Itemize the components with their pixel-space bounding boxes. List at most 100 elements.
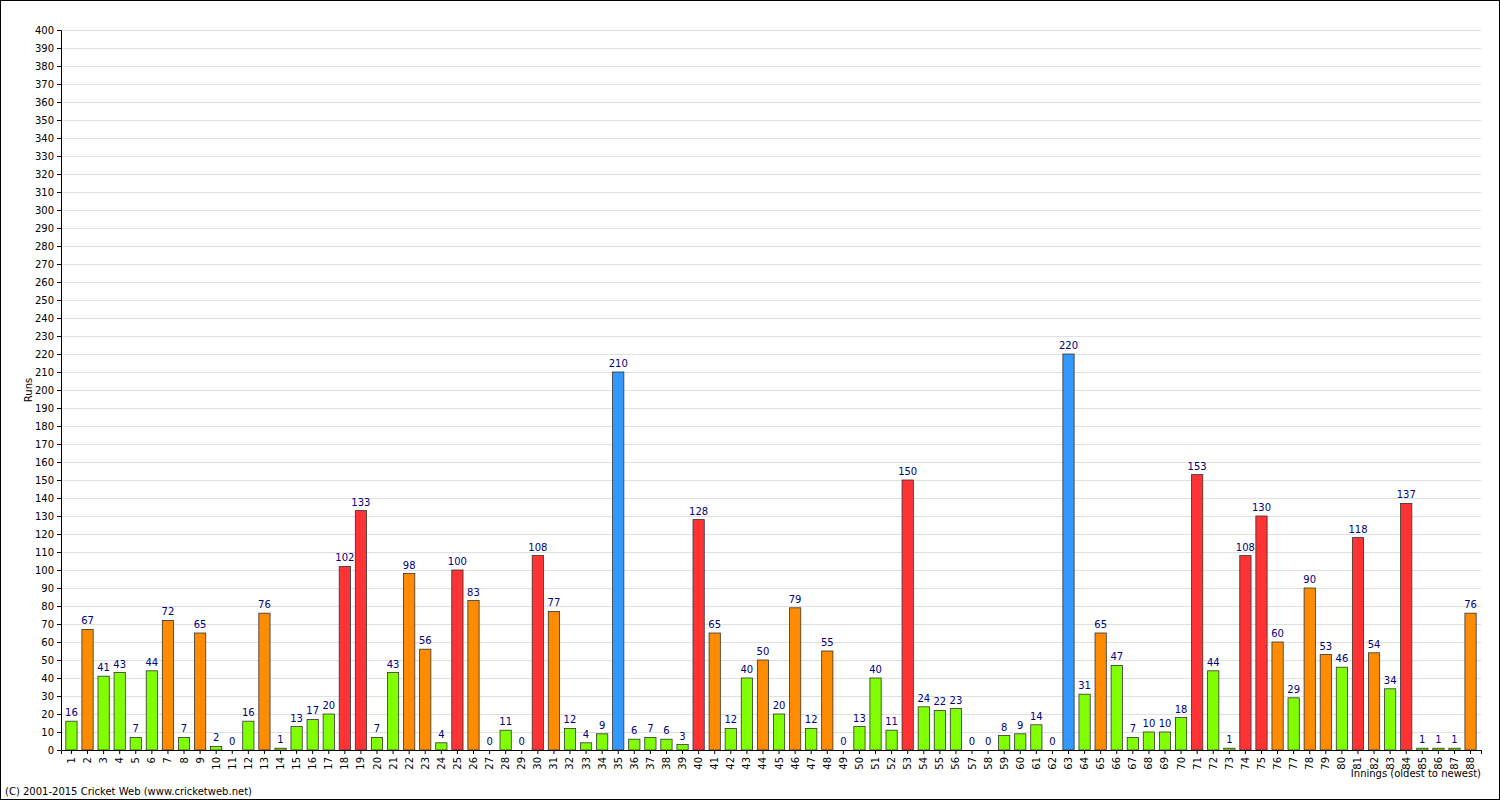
bar (1240, 556, 1251, 750)
x-tick-mark (634, 750, 635, 754)
bar (1449, 748, 1460, 750)
bar (854, 727, 865, 750)
x-tick-mark (730, 750, 731, 754)
grid-line (61, 444, 1481, 445)
data-label: 12 (724, 714, 737, 725)
x-tick: 22 (404, 750, 415, 770)
y-tick-mark (57, 192, 61, 193)
data-label: 0 (969, 736, 975, 747)
x-tick-label: 11 (227, 757, 238, 770)
bar (178, 737, 189, 750)
y-tick: 290 (35, 223, 61, 234)
data-label: 108 (528, 542, 547, 553)
x-tick: 35 (613, 750, 624, 770)
y-tick-mark (57, 732, 61, 733)
data-label: 41 (97, 662, 110, 673)
data-label: 55 (821, 637, 834, 648)
bar (404, 574, 415, 750)
grid-line (61, 642, 1481, 643)
x-tick-mark (1036, 750, 1037, 754)
y-tick-label: 80 (41, 601, 54, 612)
y-tick: 270 (35, 259, 61, 270)
x-tick-label: 34 (597, 757, 608, 770)
x-tick-label: 78 (1304, 757, 1315, 770)
x-tick-mark (698, 750, 699, 754)
grid-line (61, 282, 1481, 283)
grid-line (61, 714, 1481, 715)
x-tick-mark (1004, 750, 1005, 754)
x-tick-label: 62 (1047, 757, 1058, 770)
y-tick: 360 (35, 97, 61, 108)
x-tick-mark (859, 750, 860, 754)
x-tick-mark (505, 750, 506, 754)
y-tick-mark (57, 642, 61, 643)
bar (243, 721, 254, 750)
data-labels: 1667414374472765201676113172010213374398… (65, 340, 1477, 747)
x-tick-mark (553, 750, 554, 754)
x-tick-mark (119, 750, 120, 754)
bar (1031, 725, 1042, 750)
x-tick-label: 37 (645, 757, 656, 770)
grid-line (61, 210, 1481, 211)
y-tick-mark (57, 462, 61, 463)
x-tick-label: 38 (661, 757, 672, 770)
grid-line (61, 336, 1481, 337)
data-label: 20 (773, 700, 786, 711)
x-tick-mark (409, 750, 410, 754)
data-label: 20 (322, 700, 335, 711)
x-tick: 27 (484, 750, 495, 770)
data-label: 4 (583, 729, 589, 740)
bar (1159, 732, 1170, 750)
grid-line (61, 480, 1481, 481)
data-label: 0 (1049, 736, 1055, 747)
x-tick: 20 (372, 750, 383, 770)
x-tick-mark (200, 750, 201, 754)
data-label: 22 (933, 696, 946, 707)
bar (950, 709, 961, 750)
x-tick-mark (1052, 750, 1053, 754)
x-tick-label: 30 (532, 757, 543, 770)
x-tick-mark (779, 750, 780, 754)
grid-line (61, 588, 1481, 589)
data-label: 31 (1078, 680, 1091, 691)
x-tick-label: 28 (500, 757, 511, 770)
data-label: 3 (679, 731, 685, 742)
x-tick-label: 55 (934, 757, 945, 770)
data-label: 0 (985, 736, 991, 747)
x-tick-label: 76 (1272, 757, 1283, 770)
data-label: 56 (419, 635, 432, 646)
x-tick-mark (473, 750, 474, 754)
data-label: 13 (853, 713, 866, 724)
x-tick: 17 (323, 750, 334, 770)
x-tick-mark (1084, 750, 1085, 754)
grid-line (61, 390, 1481, 391)
x-tick-mark (1245, 750, 1246, 754)
y-tick: 370 (35, 79, 61, 90)
y-tick-label: 300 (35, 205, 54, 216)
annotation: (C) 2001-2015 Cricket Web (www.cricketwe… (5, 786, 252, 797)
x-tick-mark (167, 750, 168, 754)
x-tick-mark (489, 750, 490, 754)
x-tick-label: 19 (355, 757, 366, 770)
x-tick-mark (1197, 750, 1198, 754)
x-axis-title: Innings (oldest to newest) (1351, 768, 1481, 779)
x-tick-mark (795, 750, 796, 754)
y-tick: 240 (35, 313, 61, 324)
y-tick-label: 120 (35, 529, 54, 540)
data-label: 43 (387, 659, 400, 670)
x-tick: 1 (66, 750, 77, 763)
x-tick-label: 17 (323, 757, 334, 770)
x-tick: 45 (774, 750, 785, 770)
y-tick-mark (57, 516, 61, 517)
x-tick-label: 48 (822, 757, 833, 770)
x-tick-mark (1213, 750, 1214, 754)
y-tick: 140 (35, 493, 61, 504)
bar (1288, 698, 1299, 750)
y-tick: 300 (35, 205, 61, 216)
y-tick-mark (57, 120, 61, 121)
y-tick-label: 400 (35, 25, 54, 36)
x-tick-label: 60 (1015, 757, 1026, 770)
y-tick: 180 (35, 421, 61, 432)
x-tick-label: 6 (146, 757, 157, 763)
bar (387, 673, 398, 750)
